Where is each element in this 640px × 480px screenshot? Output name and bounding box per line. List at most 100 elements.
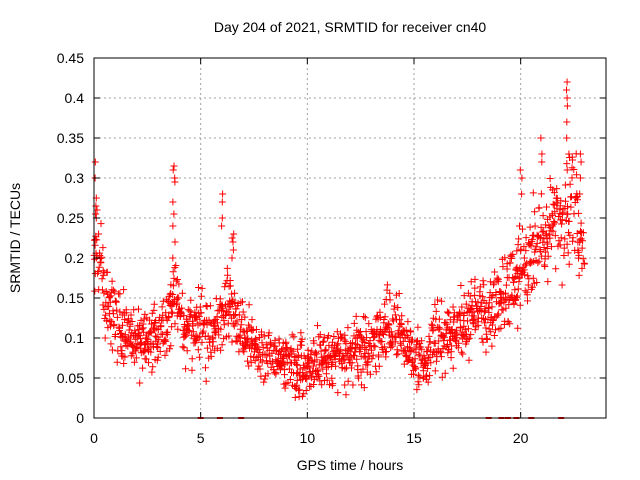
data-point (361, 314, 369, 322)
data-point (113, 306, 121, 314)
data-point (522, 234, 530, 242)
data-point (195, 284, 202, 291)
data-point (462, 300, 470, 308)
data-point (202, 364, 209, 372)
data-point (424, 378, 432, 386)
data-point (565, 260, 573, 268)
data-point (289, 347, 297, 355)
data-point (442, 319, 450, 327)
data-point (469, 308, 477, 316)
data-point (465, 356, 473, 364)
data-point (556, 241, 564, 249)
data-point (497, 324, 505, 332)
data-point (320, 333, 328, 341)
data-point (386, 289, 394, 297)
data-point (393, 351, 401, 359)
data-point (573, 171, 581, 179)
data-point (189, 328, 197, 336)
data-point (407, 328, 415, 336)
data-point (379, 329, 387, 337)
data-point (230, 312, 238, 320)
data-point (278, 346, 285, 354)
data-point (510, 278, 518, 286)
data-point (272, 369, 280, 377)
data-point (207, 352, 215, 360)
data-point (419, 367, 427, 375)
data-point (391, 311, 399, 319)
data-point (292, 360, 300, 368)
data-point (418, 337, 426, 345)
data-point (371, 343, 379, 351)
data-point (281, 371, 288, 379)
data-point (225, 332, 233, 340)
data-point (576, 190, 584, 198)
data-point (575, 251, 583, 259)
data-point (390, 317, 398, 325)
data-point (256, 365, 264, 373)
x-tick-label: 10 (300, 430, 316, 446)
data-point (564, 202, 571, 210)
data-point (186, 307, 194, 315)
data-point (154, 353, 162, 361)
data-point (229, 246, 237, 254)
data-point (218, 341, 226, 349)
data-point (557, 234, 565, 242)
data-point (375, 351, 383, 359)
data-point (521, 287, 529, 295)
data-point (352, 312, 360, 320)
data-point (568, 164, 576, 172)
data-point (291, 394, 299, 401)
data-point (137, 316, 145, 324)
data-point (438, 297, 446, 305)
data-point (198, 338, 206, 346)
data-point (298, 335, 306, 343)
data-point (313, 350, 320, 358)
data-point (501, 254, 509, 262)
data-point (183, 321, 191, 329)
data-point (337, 346, 345, 354)
data-point (396, 322, 404, 330)
data-point (232, 305, 240, 313)
y-tick-label: 0.35 (57, 130, 84, 146)
data-point (95, 263, 103, 271)
data-point (247, 359, 255, 367)
data-point (560, 252, 568, 259)
data-point (153, 356, 161, 364)
data-point (116, 290, 124, 298)
y-tick-label: 0.2 (65, 250, 85, 266)
data-point (193, 332, 201, 340)
data-point (273, 347, 281, 354)
data-point (436, 325, 444, 333)
data-point (381, 300, 389, 308)
data-point (195, 313, 203, 321)
data-point (278, 355, 286, 362)
data-point (561, 235, 569, 243)
data-point (320, 337, 327, 345)
data-point (121, 353, 129, 361)
data-point (167, 308, 175, 316)
data-point (298, 341, 306, 349)
data-point (203, 303, 211, 310)
data-point (318, 381, 326, 389)
data-point (290, 333, 298, 341)
data-point (366, 337, 374, 345)
data-point (165, 314, 173, 322)
data-point (310, 381, 318, 388)
data-point (549, 211, 556, 219)
data-point (544, 278, 552, 286)
data-point (194, 334, 202, 342)
data-point (488, 303, 496, 311)
data-point (145, 344, 153, 352)
data-point (411, 355, 419, 363)
data-point (561, 181, 569, 189)
data-point (382, 353, 390, 361)
data-point (348, 364, 355, 372)
data-point (457, 348, 465, 356)
data-point (341, 365, 349, 373)
data-point (171, 320, 179, 328)
y-axis-label: SRMTID / TECUs (7, 183, 23, 293)
data-point (567, 203, 575, 211)
x-tick-label: 15 (406, 430, 422, 446)
data-point (362, 328, 370, 336)
data-point (565, 217, 573, 225)
